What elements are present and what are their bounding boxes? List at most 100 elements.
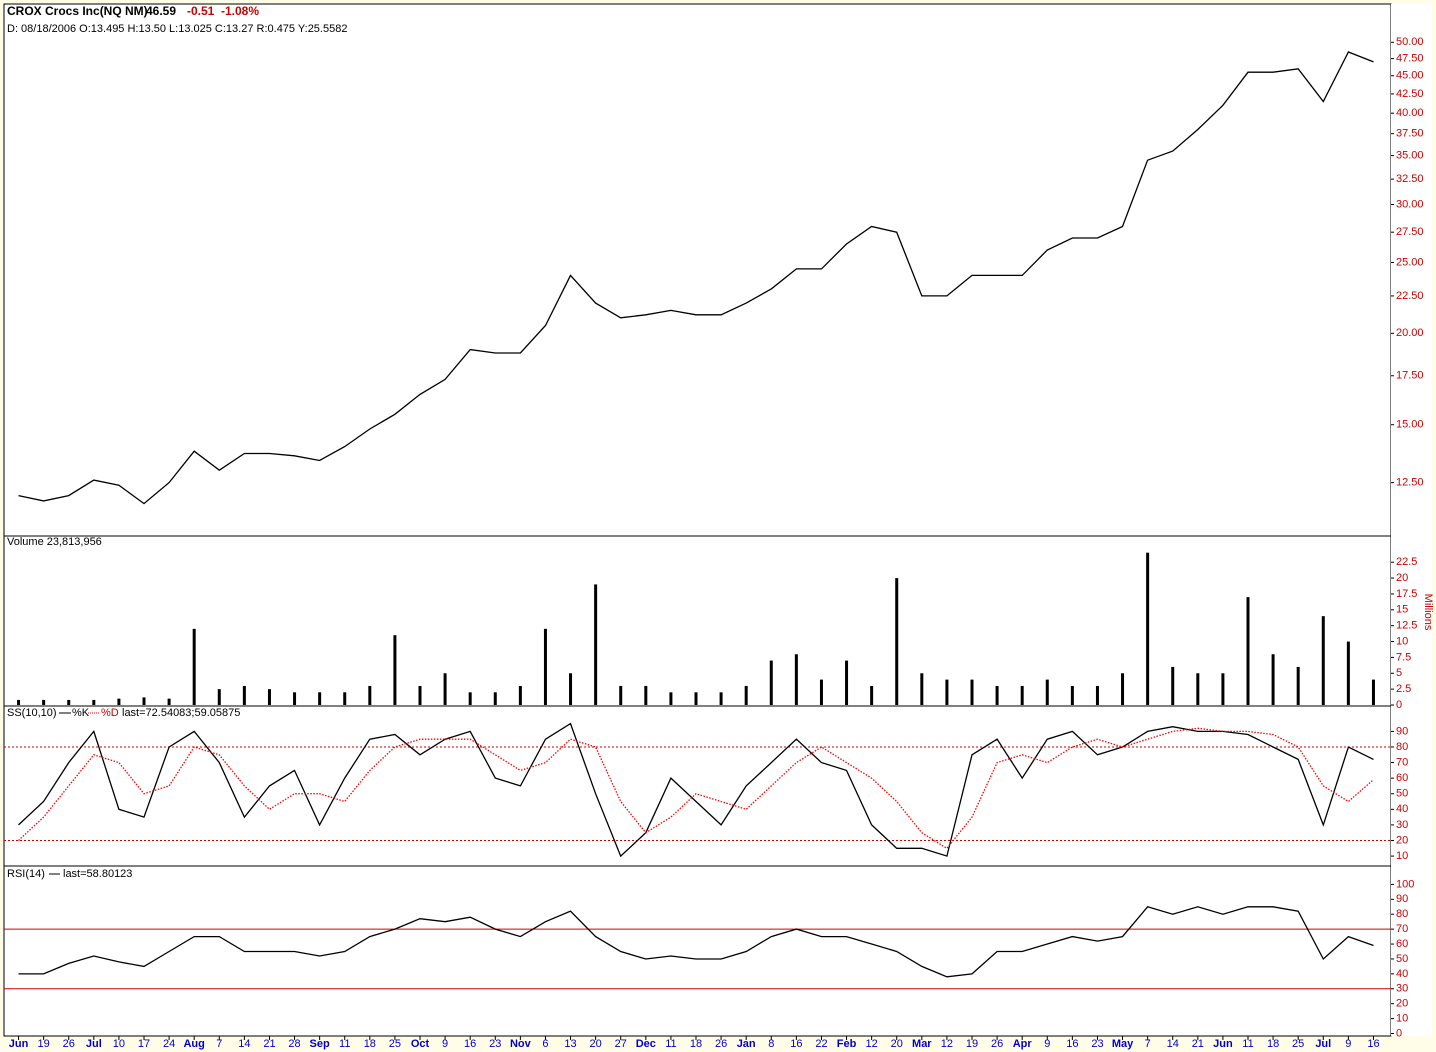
y-tick-label: 25.00 (1396, 256, 1424, 268)
volume-bar (242, 685, 246, 705)
y-tick-label: 15.00 (1396, 419, 1424, 431)
x-tick-label: Dec (636, 1038, 656, 1050)
y-tick-label: 5 (1396, 667, 1402, 679)
y-tick-label: 30 (1396, 983, 1408, 995)
y-tick-label: 90 (1396, 725, 1408, 737)
volume-bar (343, 692, 347, 705)
volume-bar (719, 692, 723, 705)
rsi-title: RSI(14) (7, 868, 45, 880)
y-tick-label: 80 (1396, 908, 1408, 920)
volume-bar (569, 673, 573, 705)
y-tick-label: 40.00 (1396, 107, 1424, 119)
x-tick-label: 18 (1267, 1038, 1279, 1050)
x-tick-label: 11 (1242, 1038, 1253, 1050)
x-tick-label: 13 (564, 1038, 576, 1050)
x-tick-label: 9 (1044, 1038, 1050, 1050)
y-tick-label: 10 (1396, 850, 1408, 862)
volume-bar (694, 692, 698, 705)
series-line (18, 722, 1374, 858)
y-tick-label: 10 (1396, 1013, 1408, 1025)
x-tick-label: Jul (86, 1038, 102, 1050)
x-tick-label: 23 (1091, 1038, 1103, 1050)
volume-title: Volume 23,813,956 (7, 536, 102, 548)
stoch-last: last=72.54083;59.05875 (122, 707, 240, 719)
x-tick-label: Nov (510, 1038, 532, 1050)
x-tick-label: 7 (1145, 1038, 1151, 1050)
x-tick-label: 9 (1345, 1038, 1351, 1050)
volume-bar (443, 673, 447, 705)
legend-entry: %K (72, 707, 90, 719)
x-tick-label: Feb (837, 1038, 857, 1050)
y-tick-label: 70 (1396, 756, 1408, 768)
x-tick-label: 19 (966, 1038, 978, 1050)
volume-bar (192, 628, 196, 705)
y-tick-label: 20 (1396, 572, 1408, 584)
x-tick-label: 11 (339, 1038, 350, 1050)
volume-bar (468, 692, 472, 705)
chart-subtitle: D: 08/18/2006 O:13.495 H:13.50 L:13.025 … (7, 23, 347, 35)
y-tick-label: 32.50 (1396, 173, 1424, 185)
y-tick-label: 50 (1396, 788, 1408, 800)
volume-bar (1371, 679, 1375, 705)
volume-bar (1246, 597, 1250, 705)
volume-bar (594, 584, 598, 705)
axis-area (1391, 4, 1432, 1036)
volume-bar (644, 685, 648, 705)
y-tick-label: 10 (1396, 635, 1408, 647)
volume-bar (1196, 673, 1200, 705)
rsi-last: last=58.80123 (63, 868, 132, 880)
stoch-title: SS(10,10) (7, 707, 57, 719)
y-tick-label: 7.5 (1396, 651, 1411, 663)
x-tick-label: Jan (737, 1038, 756, 1050)
volume-bar (995, 685, 999, 705)
volume-bar (744, 685, 748, 705)
volume-bar (217, 689, 221, 705)
volume-bar (318, 692, 322, 705)
y-tick-label: 12.5 (1396, 620, 1417, 632)
y-tick-label: 20 (1396, 834, 1408, 846)
volume-bar (1296, 666, 1300, 705)
x-tick-label: 7 (216, 1038, 222, 1050)
volume-bar (1095, 685, 1099, 705)
y-tick-label: 80 (1396, 741, 1408, 753)
y-tick-label: 37.50 (1396, 128, 1424, 140)
last-price: 46.59 (146, 4, 176, 18)
volume-bar (42, 699, 46, 705)
x-tick-label: Jun (1213, 1038, 1233, 1050)
volume-bar (1221, 673, 1225, 705)
y-tick-label: 17.50 (1396, 370, 1424, 382)
y-tick-label: 2.5 (1396, 683, 1411, 695)
volume-bar (619, 685, 623, 705)
x-tick-label: 14 (1167, 1038, 1179, 1050)
series-line (18, 51, 1374, 505)
y-tick-label: 50.00 (1396, 36, 1424, 48)
volume-bar (1070, 685, 1074, 705)
volume-bar (920, 673, 924, 705)
x-tick-label: 26 (991, 1038, 1003, 1050)
volume-bar (669, 692, 673, 705)
y-tick-label: 27.50 (1396, 226, 1424, 238)
y-tick-label: 50 (1396, 953, 1408, 965)
y-tick-label: 0 (1396, 699, 1402, 711)
x-tick-label: 25 (1292, 1038, 1304, 1050)
volume-bar (142, 697, 146, 705)
x-tick-label: 12 (866, 1038, 878, 1050)
x-tick-label: 27 (615, 1038, 627, 1050)
x-tick-label: 25 (389, 1038, 401, 1050)
volume-bar (845, 660, 849, 705)
x-tick-label: Jul (1315, 1038, 1331, 1050)
y-tick-label: 12.50 (1396, 477, 1424, 489)
x-tick-label: 16 (1367, 1038, 1379, 1050)
y-tick-label: 22.5 (1396, 556, 1417, 568)
legend-entry: %D (101, 707, 119, 719)
volume-bar (1346, 641, 1350, 705)
y-tick-label: 35.00 (1396, 149, 1424, 161)
volume-bar (393, 635, 397, 705)
x-tick-label: 16 (790, 1038, 802, 1050)
volume-bar (543, 628, 547, 705)
x-tick-label: 11 (665, 1038, 676, 1050)
x-tick-label: 23 (489, 1038, 501, 1050)
x-tick-label: Aug (183, 1038, 204, 1050)
volume-bar (92, 699, 96, 705)
